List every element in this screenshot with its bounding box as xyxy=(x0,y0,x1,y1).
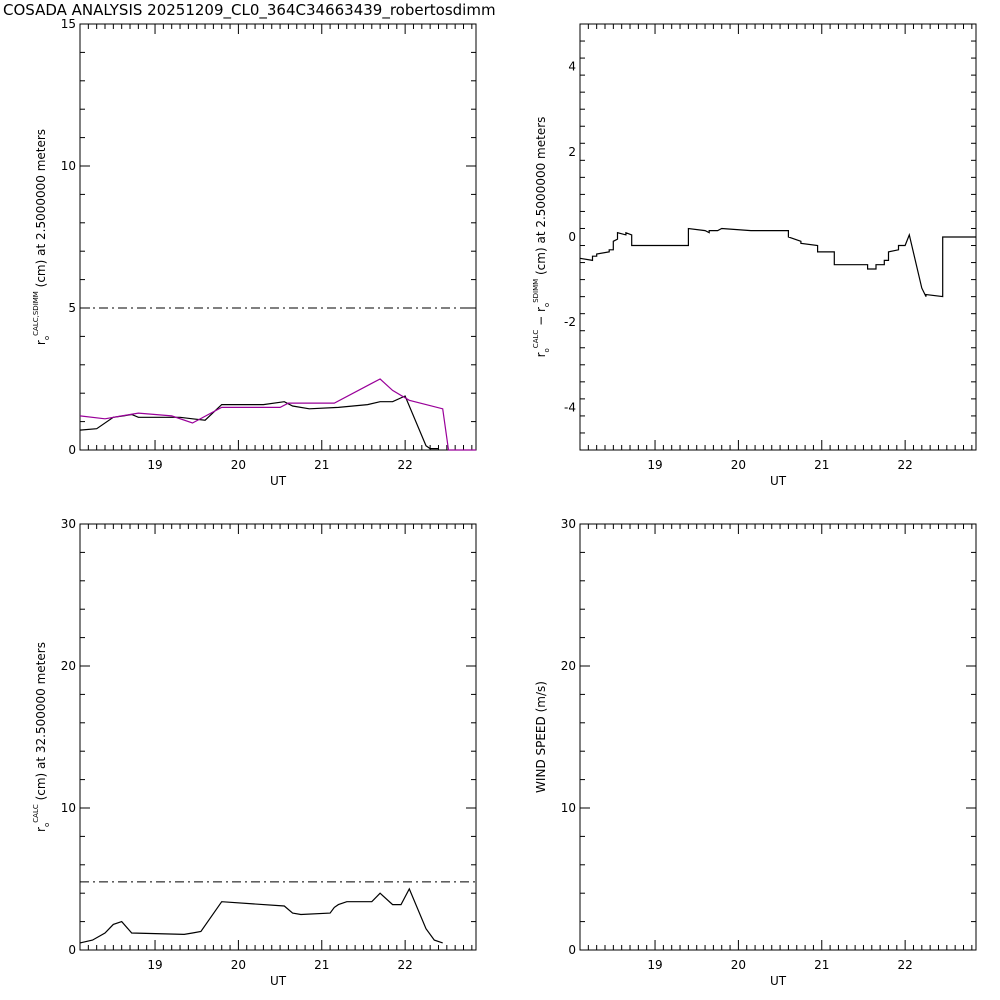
top-left-series-line-1 xyxy=(79,378,476,451)
top-right-y-tick-label: 2 xyxy=(568,145,576,159)
top-left-y-axis-label-text: r xyxy=(34,340,48,345)
bottom-left-y-tick-label: 30 xyxy=(61,517,76,531)
top-left-axes-frame xyxy=(79,23,477,451)
top-right-x-tick-label: 22 xyxy=(897,458,912,472)
top-right-y-ticks xyxy=(580,23,976,451)
figure-title: COSADA ANALYSIS 20251209_CL0_364C3466343… xyxy=(3,1,496,19)
bottom-right-axes-frame xyxy=(579,523,977,951)
top-right-y-axis-label-supscript: SDIMM xyxy=(532,279,540,303)
bottom-left-y-axis-label-text: (cm) at 32.500000 meters xyxy=(34,642,48,804)
top-right-axes-frame xyxy=(579,23,977,451)
bottom-left-y-tick-label: 10 xyxy=(61,801,76,815)
top-left-x-tick-label: 19 xyxy=(147,458,162,472)
top-left-x-tick-label: 20 xyxy=(231,458,246,472)
bottom-left-x-tick-label: 22 xyxy=(397,958,412,972)
top-left-y-tick-label: 10 xyxy=(61,159,76,173)
bottom-left-y-axis-label-text: r xyxy=(34,827,48,832)
bottom-left-x-tick-label: 19 xyxy=(147,958,162,972)
bottom-left-y-ticks xyxy=(80,523,476,951)
panel-top-left: 19 20 21 22 0 5 10 15 UT roCALC,SDIMM (cm) at 2.5… xyxy=(32,17,477,488)
bottom-right-y-tick-label: 10 xyxy=(561,801,576,815)
top-left-y-tick-label: 15 xyxy=(61,17,76,31)
top-left-y-axis-label: roCALC,SDIMM (cm) at 2.5000000 meters xyxy=(32,129,51,345)
bottom-right-y-ticks xyxy=(580,523,976,951)
bottom-left-y-axis-label: roCALC (cm) at 32.500000 meters xyxy=(32,642,51,832)
top-right-y-axis-label-text: − r xyxy=(534,307,548,330)
bottom-right-x-ticks xyxy=(579,524,973,950)
bottom-left-x-tick-label: 21 xyxy=(314,958,329,972)
bottom-left-y-tick-label: 0 xyxy=(68,943,76,957)
top-left-y-tick-label: 5 xyxy=(68,301,76,315)
top-right-y-axis-label-supscript: CALC xyxy=(532,330,540,349)
bottom-left-x-tick-label: 20 xyxy=(231,958,246,972)
top-right-series-line-0 xyxy=(579,227,976,298)
bottom-left-y-tick-label: 20 xyxy=(61,659,76,673)
top-left-y-axis-label-subscript: o xyxy=(43,336,51,340)
top-left-x-ticks xyxy=(79,24,473,450)
bottom-left-y-axis-label-supscript: CALC xyxy=(32,804,40,823)
bottom-right-x-tick-label: 22 xyxy=(897,958,912,972)
top-right-x-tick-label: 21 xyxy=(814,458,829,472)
top-left-x-tick-label: 21 xyxy=(314,458,329,472)
top-right-x-ticks xyxy=(579,24,973,450)
top-right-y-axis-label-text: (cm) at 2.5000000 meters xyxy=(534,117,548,279)
bottom-right-y-tick-label: 0 xyxy=(568,943,576,957)
bottom-right-y-axis-label: WIND SPEED (m/s) xyxy=(534,681,548,793)
top-right-x-axis-label: UT xyxy=(770,474,787,488)
bottom-right-x-tick-label: 21 xyxy=(814,958,829,972)
bottom-left-x-ticks xyxy=(79,524,473,950)
bottom-left-x-axis-label: UT xyxy=(270,974,287,988)
top-left-x-axis-label: UT xyxy=(270,474,287,488)
bottom-right-x-axis-label: UT xyxy=(770,974,787,988)
top-right-y-tick-label: 0 xyxy=(568,230,576,244)
bottom-right-x-tick-label: 20 xyxy=(731,958,746,972)
bottom-right-x-tick-label: 19 xyxy=(647,958,662,972)
top-right-y-axis-label: roCALC − roSDIMM (cm) at 2.5000000 meter… xyxy=(532,117,551,358)
top-right-x-tick-label: 19 xyxy=(647,458,662,472)
top-right-y-axis-label-text: r xyxy=(534,352,548,357)
top-right-x-tick-label: 20 xyxy=(731,458,746,472)
top-right-y-axis-label-subscript: o xyxy=(543,348,551,352)
top-left-y-tick-label: 0 xyxy=(68,443,76,457)
top-right-y-tick-label: 4 xyxy=(568,60,576,74)
top-left-x-tick-label: 22 xyxy=(397,458,412,472)
bottom-left-y-axis-label-subscript: o xyxy=(43,823,51,827)
top-right-y-tick-label: -2 xyxy=(564,315,576,329)
top-right-y-tick-label: -4 xyxy=(564,400,576,414)
top-left-series-line-0 xyxy=(79,395,439,450)
bottom-left-axes-frame xyxy=(79,523,477,951)
top-right-y-axis-label-subscript: o xyxy=(543,303,551,307)
top-left-y-ticks xyxy=(80,23,476,451)
bottom-left-series-line-0 xyxy=(79,887,443,944)
panel-bottom-left: 19 20 21 22 0 10 20 30 UT roCALC (cm) at 32.50000… xyxy=(32,517,477,988)
panel-bottom-right: 19 20 21 22 0 10 20 30 UT WIND SPEED (m/s) xyxy=(534,517,977,988)
bottom-right-y-tick-label: 30 xyxy=(561,517,576,531)
top-left-y-axis-label-supscript: CALC,SDIMM xyxy=(32,291,40,336)
top-left-y-axis-label-text: (cm) at 2.5000000 meters xyxy=(34,129,48,291)
bottom-right-y-tick-label: 20 xyxy=(561,659,576,673)
